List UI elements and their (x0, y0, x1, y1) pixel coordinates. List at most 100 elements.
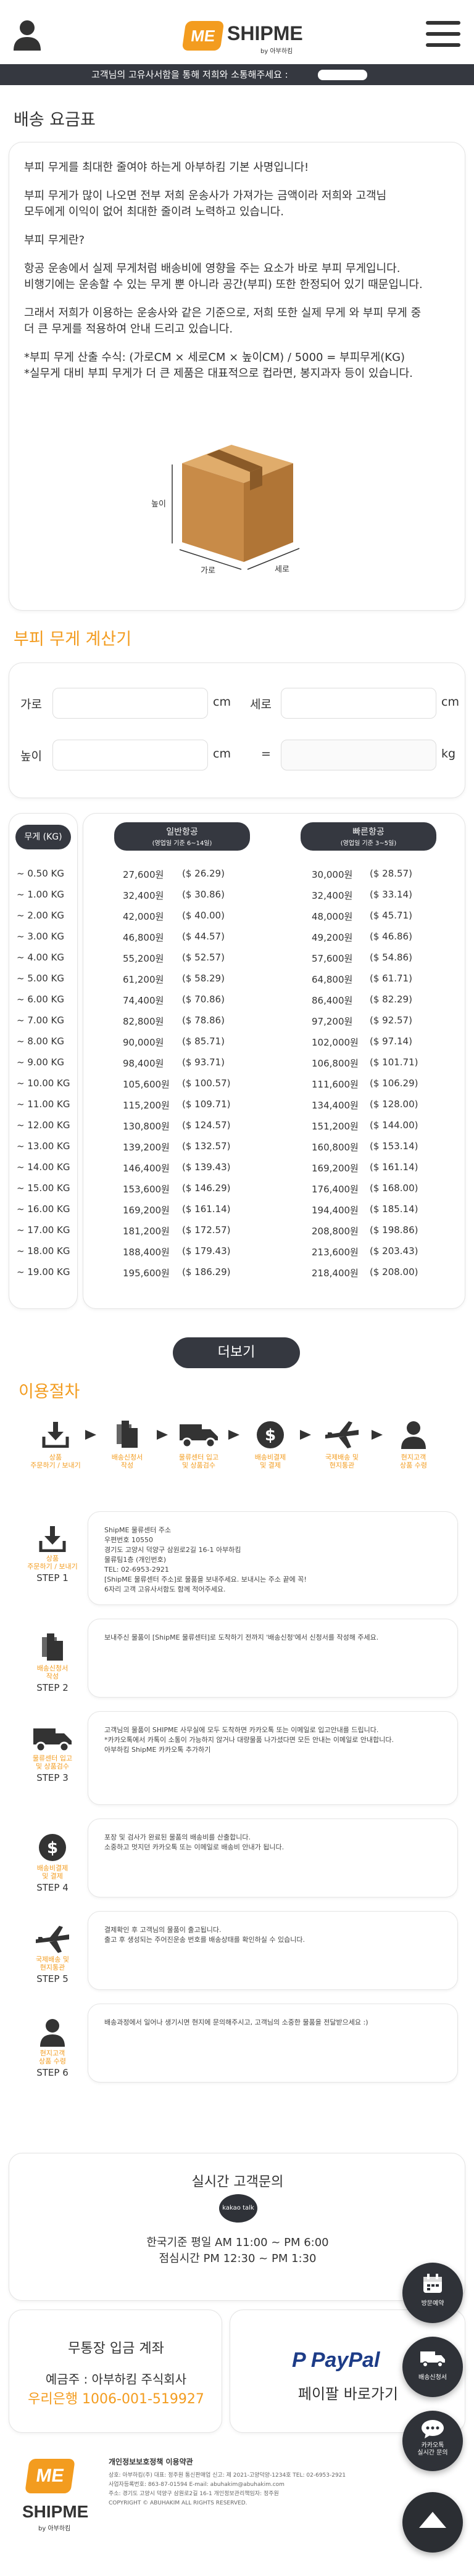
table-row: 195,600원 ($ 186.29) 218,400원 ($ 208.00) (83, 1261, 466, 1282)
express-usd-cell: ($ 28.57) (370, 868, 412, 879)
express-usd-cell: ($ 185.14) (370, 1203, 418, 1215)
express-air-header: 빠른항공 (영업일 기준 3~5일) (301, 822, 436, 851)
flow-step: 국제배송 및 현지통관 (311, 1416, 373, 1469)
weight-row: ~ 8.00 KG (9, 1031, 78, 1052)
step-label: 상품 주문하기 / 보내기 (27, 1554, 78, 1571)
regular-usd-cell: ($ 172.57) (182, 1224, 231, 1236)
shipping-request-fab[interactable]: 배송신청서 (402, 2337, 463, 2397)
regular-krw-cell: 130,800원 (123, 1121, 170, 1132)
download-icon (19, 1526, 86, 1554)
step-icon-block: 상품 주문하기 / 보내기 STEP 1 (19, 1526, 86, 1583)
process-step: 배송신청서 작성 STEP 2 보내주신 물품이 [ShipME 물류센터]로 도착… (19, 1619, 458, 1711)
flow-arrow-icon (157, 1430, 168, 1442)
contact-hours-lunch: 점심시간 PM 12:30 ~ PM 1:30 (159, 2252, 317, 2265)
regular-usd-cell: ($ 44.57) (182, 931, 225, 942)
express-krw-cell: 32,400원 (312, 890, 353, 901)
express-usd-cell: ($ 161.14) (370, 1162, 418, 1173)
paypal-logo: P PayPal (292, 2348, 380, 2372)
scroll-top-fab[interactable] (402, 2492, 463, 2553)
weight-cell: ~ 17.00 KG (17, 1224, 70, 1236)
regular-krw-cell: 55,200원 (123, 953, 164, 964)
table-row: 146,400원 ($ 139.43) 169,200원 ($ 161.14) (83, 1157, 466, 1178)
visit-reservation-fab[interactable]: 방문예약 (402, 2263, 463, 2323)
regular-usd-cell: ($ 179.43) (182, 1245, 231, 1257)
regular-krw-cell: 82,800원 (123, 1016, 164, 1027)
weight-cell: ~ 0.50 KG (17, 868, 64, 879)
weight-column-card: 무게 (KG) ~ 0.50 KG ~ 1.00 KG ~ 2.00 KG ~ 3.0… (9, 813, 78, 1309)
height-unit: cm (213, 747, 231, 761)
express-krw-cell: 194,400원 (312, 1205, 359, 1216)
footer-links[interactable]: 개인정보보호정책 이용약관 (109, 2458, 193, 2466)
step-card: 보내주신 물품이 [ShipME 물류센터]로 도착하기 전까지 '배송신청'에… (88, 1619, 458, 1698)
weight-cell: ~ 14.00 KG (17, 1162, 70, 1173)
mailbox-banner: 고객님의 고유사서함을 통해 저희와 소통해주세요 : (0, 64, 474, 85)
step-label: 물류센터 입고 및 상품검수 (32, 1754, 73, 1770)
express-usd-cell: ($ 128.00) (370, 1099, 418, 1110)
shipping-fee-title: 배송 요금표 (14, 110, 96, 130)
kakao-inquiry-fab[interactable]: 카카오톡 실시간 문의 (402, 2411, 463, 2471)
width-input[interactable] (52, 688, 208, 719)
plane-icon (311, 1416, 373, 1453)
height-input[interactable] (52, 740, 208, 770)
step-icon-block: 물류센터 입고 및 상품검수 STEP 3 (19, 1726, 86, 1783)
weight-cell: ~ 18.00 KG (17, 1245, 70, 1257)
weight-row: ~ 16.00 KG (9, 1199, 78, 1220)
footer-line: 상호: 아부하킴(주) 대표: 정주원 통신판매업 신고: 제 2021-고양덕… (109, 2472, 346, 2479)
step-text: 우편번호 10550 (104, 1536, 153, 1544)
weight-cell: ~ 19.00 KG (17, 1266, 70, 1278)
flow-step-label: 국제배송 및 현지통관 (325, 1453, 359, 1469)
regular-krw-cell: 46,800원 (123, 932, 164, 943)
step-text: 배송과정에서 일어나 생기시면 현지에 문의해주시고, 고객님의 소중한 물품을… (104, 2018, 368, 2026)
user-icon[interactable] (12, 19, 42, 51)
weight-cell: ~ 10.00 KG (17, 1078, 70, 1089)
kakao-talk-button[interactable]: kakao talk (219, 2194, 257, 2223)
step-icon-block: 국제배송 및 현지통관 STEP 5 (19, 1926, 86, 1984)
footer-logo: ME SHIPME by 아부하킴 (9, 2453, 95, 2545)
process-step: $ 배송비결제 및 결제 STEP 4 포장 및 검사가 완료된 물품의 배송비를 산… (19, 1818, 458, 1911)
paypal-link[interactable]: 페이팔 바로가기 (297, 2385, 399, 2403)
express-usd-cell: ($ 203.43) (370, 1245, 418, 1257)
flow-arrow-icon (85, 1430, 96, 1442)
flow-step-label: 물류센터 입고 및 상품검수 (178, 1453, 219, 1469)
more-button[interactable]: 더보기 (173, 1337, 300, 1368)
shipping-fee-info-card: 부피 무게를 최대한 줄여야 하는게 아부하킴 기본 사명입니다! 부피 무게가… (9, 142, 465, 611)
flow-step-label: 배송비결제 및 결제 (254, 1453, 286, 1469)
footer-logo-sub: by 아부하킴 (38, 2525, 71, 2532)
express-krw-cell: 176,400원 (312, 1184, 359, 1195)
step-icon-block: 배송신청서 작성 STEP 2 (19, 1633, 86, 1693)
chat-icon (402, 2419, 463, 2441)
svg-text:$: $ (265, 1426, 276, 1445)
step-number: STEP 1 (36, 1572, 69, 1583)
info-line: 부피 무게가 많이 나오면 전부 저희 운송사가 가져가는 금액이라 저희와 고… (24, 189, 387, 202)
express-usd-cell: ($ 92.57) (370, 1015, 412, 1026)
regular-usd-cell: ($ 146.29) (182, 1183, 231, 1194)
hamburger-menu-icon[interactable] (426, 21, 460, 48)
express-usd-cell: ($ 153.14) (370, 1141, 418, 1152)
depth-input[interactable] (281, 688, 436, 719)
step-text: ShipME 물류센터 주소 (104, 1526, 172, 1534)
logo[interactable]: ME SHIPME by 아부하킴 (179, 19, 303, 56)
weight-row: ~ 10.00 KG (9, 1073, 78, 1094)
flow-arrow-icon (300, 1430, 311, 1442)
regular-krw-cell: 74,400원 (123, 995, 164, 1006)
rate-table-card: 일반항공 (영업일 기준 6~14일) 빠른항공 (영업일 기준 3~5일) 2… (83, 813, 465, 1309)
footer-logo-badge-text: ME (35, 2466, 65, 2486)
footer-line: 사업자등록번호: 863-87-01594 E-mail: abuhakim@a… (109, 2482, 285, 2488)
table-row: 32,400원 ($ 30.86) 32,400원 ($ 33.14) (83, 884, 466, 905)
document-icon (19, 1633, 86, 1664)
express-krw-cell: 48,000원 (312, 911, 353, 922)
weight-cell: ~ 15.00 KG (17, 1183, 70, 1194)
flow-step-label: 배송신청서 작성 (111, 1453, 143, 1469)
table-row: 153,600원 ($ 146.29) 176,400원 ($ 168.00) (83, 1178, 466, 1199)
regular-krw-cell: 105,600원 (123, 1079, 170, 1090)
express-krw-cell: 208,800원 (312, 1226, 359, 1237)
calculator-title: 부피 무게 계산기 (14, 630, 132, 649)
step-label: 배송신청서 작성 (36, 1664, 69, 1680)
download-icon (25, 1416, 86, 1453)
contact-title: 실시간 고객문의 (191, 2174, 284, 2190)
regular-krw-cell: 98,400원 (123, 1058, 164, 1069)
weight-row: ~ 17.00 KG (9, 1220, 78, 1241)
rate-rows: 27,600원 ($ 26.29) 30,000원 ($ 28.57) 32,400원 (… (83, 863, 466, 1295)
regular-usd-cell: ($ 70.86) (182, 994, 225, 1005)
express-krw-cell: 213,600원 (312, 1247, 359, 1258)
